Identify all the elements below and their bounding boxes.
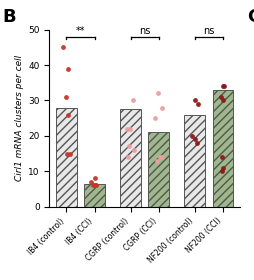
Point: [66, 112, 70, 117]
Text: ns: ns: [138, 26, 150, 36]
Point: [219, 169, 223, 174]
Point: [66, 66, 70, 71]
Point: [94, 183, 98, 188]
Point: [220, 84, 224, 88]
Point: [194, 141, 198, 145]
Text: C: C: [246, 8, 254, 26]
Text: ns: ns: [202, 26, 214, 36]
Point: [126, 155, 130, 159]
Bar: [148, 132, 169, 207]
Text: B: B: [3, 8, 16, 26]
Point: [89, 180, 93, 184]
Point: [92, 183, 96, 188]
Point: [192, 98, 196, 103]
Point: [157, 155, 161, 159]
Point: [125, 127, 129, 131]
Point: [220, 98, 224, 103]
Bar: [120, 109, 140, 207]
Point: [64, 151, 68, 156]
Bar: [184, 115, 204, 207]
Point: [154, 158, 158, 163]
Bar: [84, 184, 105, 207]
Point: [219, 155, 223, 159]
Point: [90, 183, 94, 188]
Point: [126, 144, 131, 149]
Point: [153, 116, 157, 120]
Point: [61, 45, 65, 50]
Point: [195, 102, 199, 106]
Text: **: **: [75, 26, 85, 36]
Point: [64, 95, 68, 99]
Point: [189, 134, 193, 138]
Point: [160, 155, 164, 159]
Point: [192, 137, 196, 142]
Point: [68, 151, 72, 156]
Point: [92, 176, 96, 181]
Point: [160, 105, 164, 110]
Point: [127, 127, 131, 131]
Y-axis label: Cirl1 mRNA clusters per cell: Cirl1 mRNA clusters per cell: [15, 55, 24, 181]
Point: [218, 95, 222, 99]
Point: [130, 98, 134, 103]
Point: [131, 148, 135, 152]
Bar: [212, 90, 232, 207]
Point: [220, 165, 224, 170]
Point: [221, 84, 226, 88]
Point: [156, 91, 160, 96]
Bar: [56, 108, 76, 207]
